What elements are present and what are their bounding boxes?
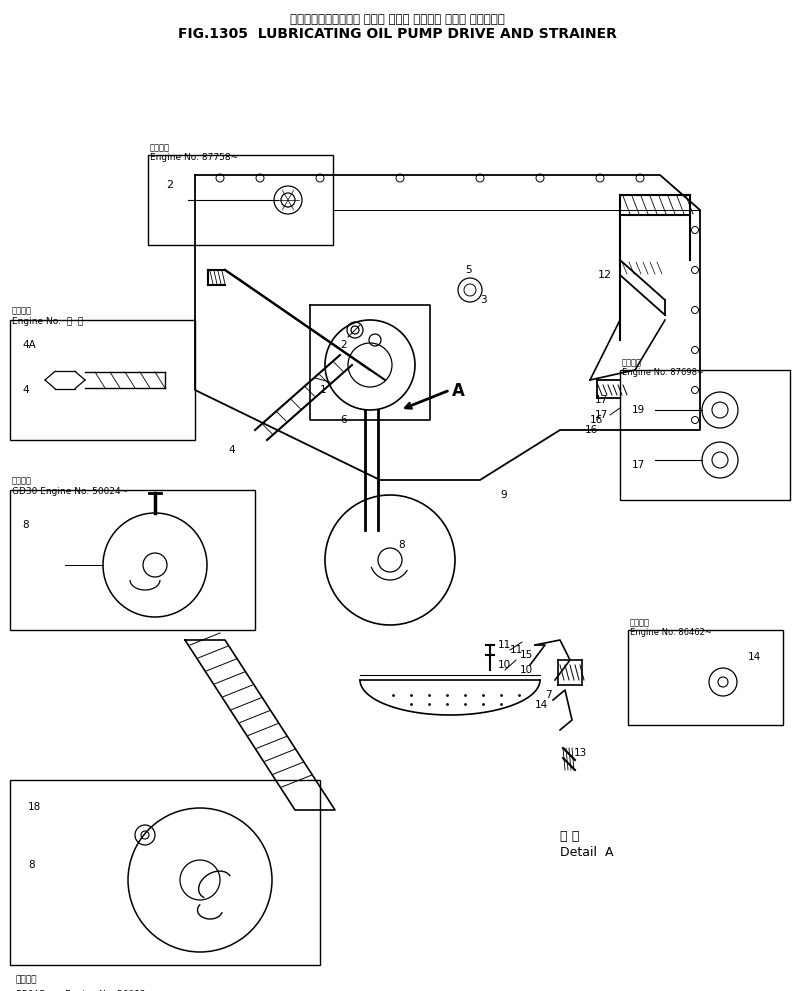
Text: Engine No. 87758~: Engine No. 87758~	[150, 153, 238, 162]
Text: 17: 17	[632, 460, 646, 470]
Text: 4A: 4A	[22, 340, 36, 350]
Text: 19: 19	[632, 405, 646, 415]
Bar	[10, 320, 195, 440]
Text: 8: 8	[398, 540, 405, 550]
Text: 14: 14	[535, 700, 549, 710]
Text: Engine No.  ＊  ～: Engine No. ＊ ～	[12, 317, 83, 326]
Text: 2: 2	[340, 340, 347, 350]
Text: 8: 8	[22, 520, 29, 530]
Text: D50AP: D50AP	[15, 990, 45, 991]
Text: 11: 11	[510, 645, 523, 655]
Text: Engine No. 56092~: Engine No. 56092~	[65, 990, 153, 991]
Text: 1: 1	[320, 385, 327, 395]
Text: 14: 14	[748, 652, 762, 662]
Bar	[620, 370, 790, 500]
Text: 詳 細: 詳 細	[560, 830, 580, 843]
Text: 適用号機: 適用号機	[630, 618, 650, 627]
Text: 15: 15	[520, 650, 533, 660]
Text: GD30 Engine No. 50024~: GD30 Engine No. 50024~	[12, 487, 128, 496]
Text: 適用号機: 適用号機	[622, 358, 642, 367]
Text: 17: 17	[595, 395, 608, 405]
Text: 12: 12	[598, 270, 612, 280]
Polygon shape	[185, 640, 335, 810]
Bar	[148, 155, 333, 245]
Bar	[628, 630, 783, 725]
Text: 3: 3	[480, 295, 487, 305]
Text: 18: 18	[28, 802, 41, 812]
Text: 2: 2	[166, 180, 173, 190]
Text: 13: 13	[574, 748, 588, 758]
Text: 適用号機: 適用号機	[15, 975, 37, 984]
Text: 4: 4	[228, 445, 235, 455]
Text: Engine No. 87698~: Engine No. 87698~	[622, 368, 704, 377]
Text: 16: 16	[585, 425, 599, 435]
Text: 7: 7	[545, 690, 552, 700]
Text: 4: 4	[22, 385, 29, 395]
Text: ルーブリケーティング オイル ポンプ ドライブ および ストレーナ: ルーブリケーティング オイル ポンプ ドライブ および ストレーナ	[289, 13, 504, 26]
Text: 6: 6	[340, 415, 347, 425]
Text: FIG.1305  LUBRICATING OIL PUMP DRIVE AND STRAINER: FIG.1305 LUBRICATING OIL PUMP DRIVE AND …	[177, 27, 616, 41]
Text: 10: 10	[520, 665, 533, 675]
Text: 17: 17	[595, 410, 608, 420]
Text: 10: 10	[498, 660, 511, 670]
Bar	[10, 780, 320, 965]
Text: 9: 9	[500, 490, 506, 500]
Text: Detail  A: Detail A	[560, 846, 614, 859]
Text: 適用号機: 適用号機	[150, 143, 170, 152]
Text: A: A	[452, 382, 465, 400]
Bar	[10, 490, 255, 630]
Text: Engine No. 86462~: Engine No. 86462~	[630, 628, 712, 637]
Text: 11: 11	[498, 640, 511, 650]
Text: 16: 16	[590, 415, 603, 425]
Text: 適用号機: 適用号機	[12, 476, 32, 485]
Text: 適用号機: 適用号機	[12, 306, 32, 315]
Text: 5: 5	[465, 265, 471, 275]
Text: 8: 8	[28, 860, 35, 870]
